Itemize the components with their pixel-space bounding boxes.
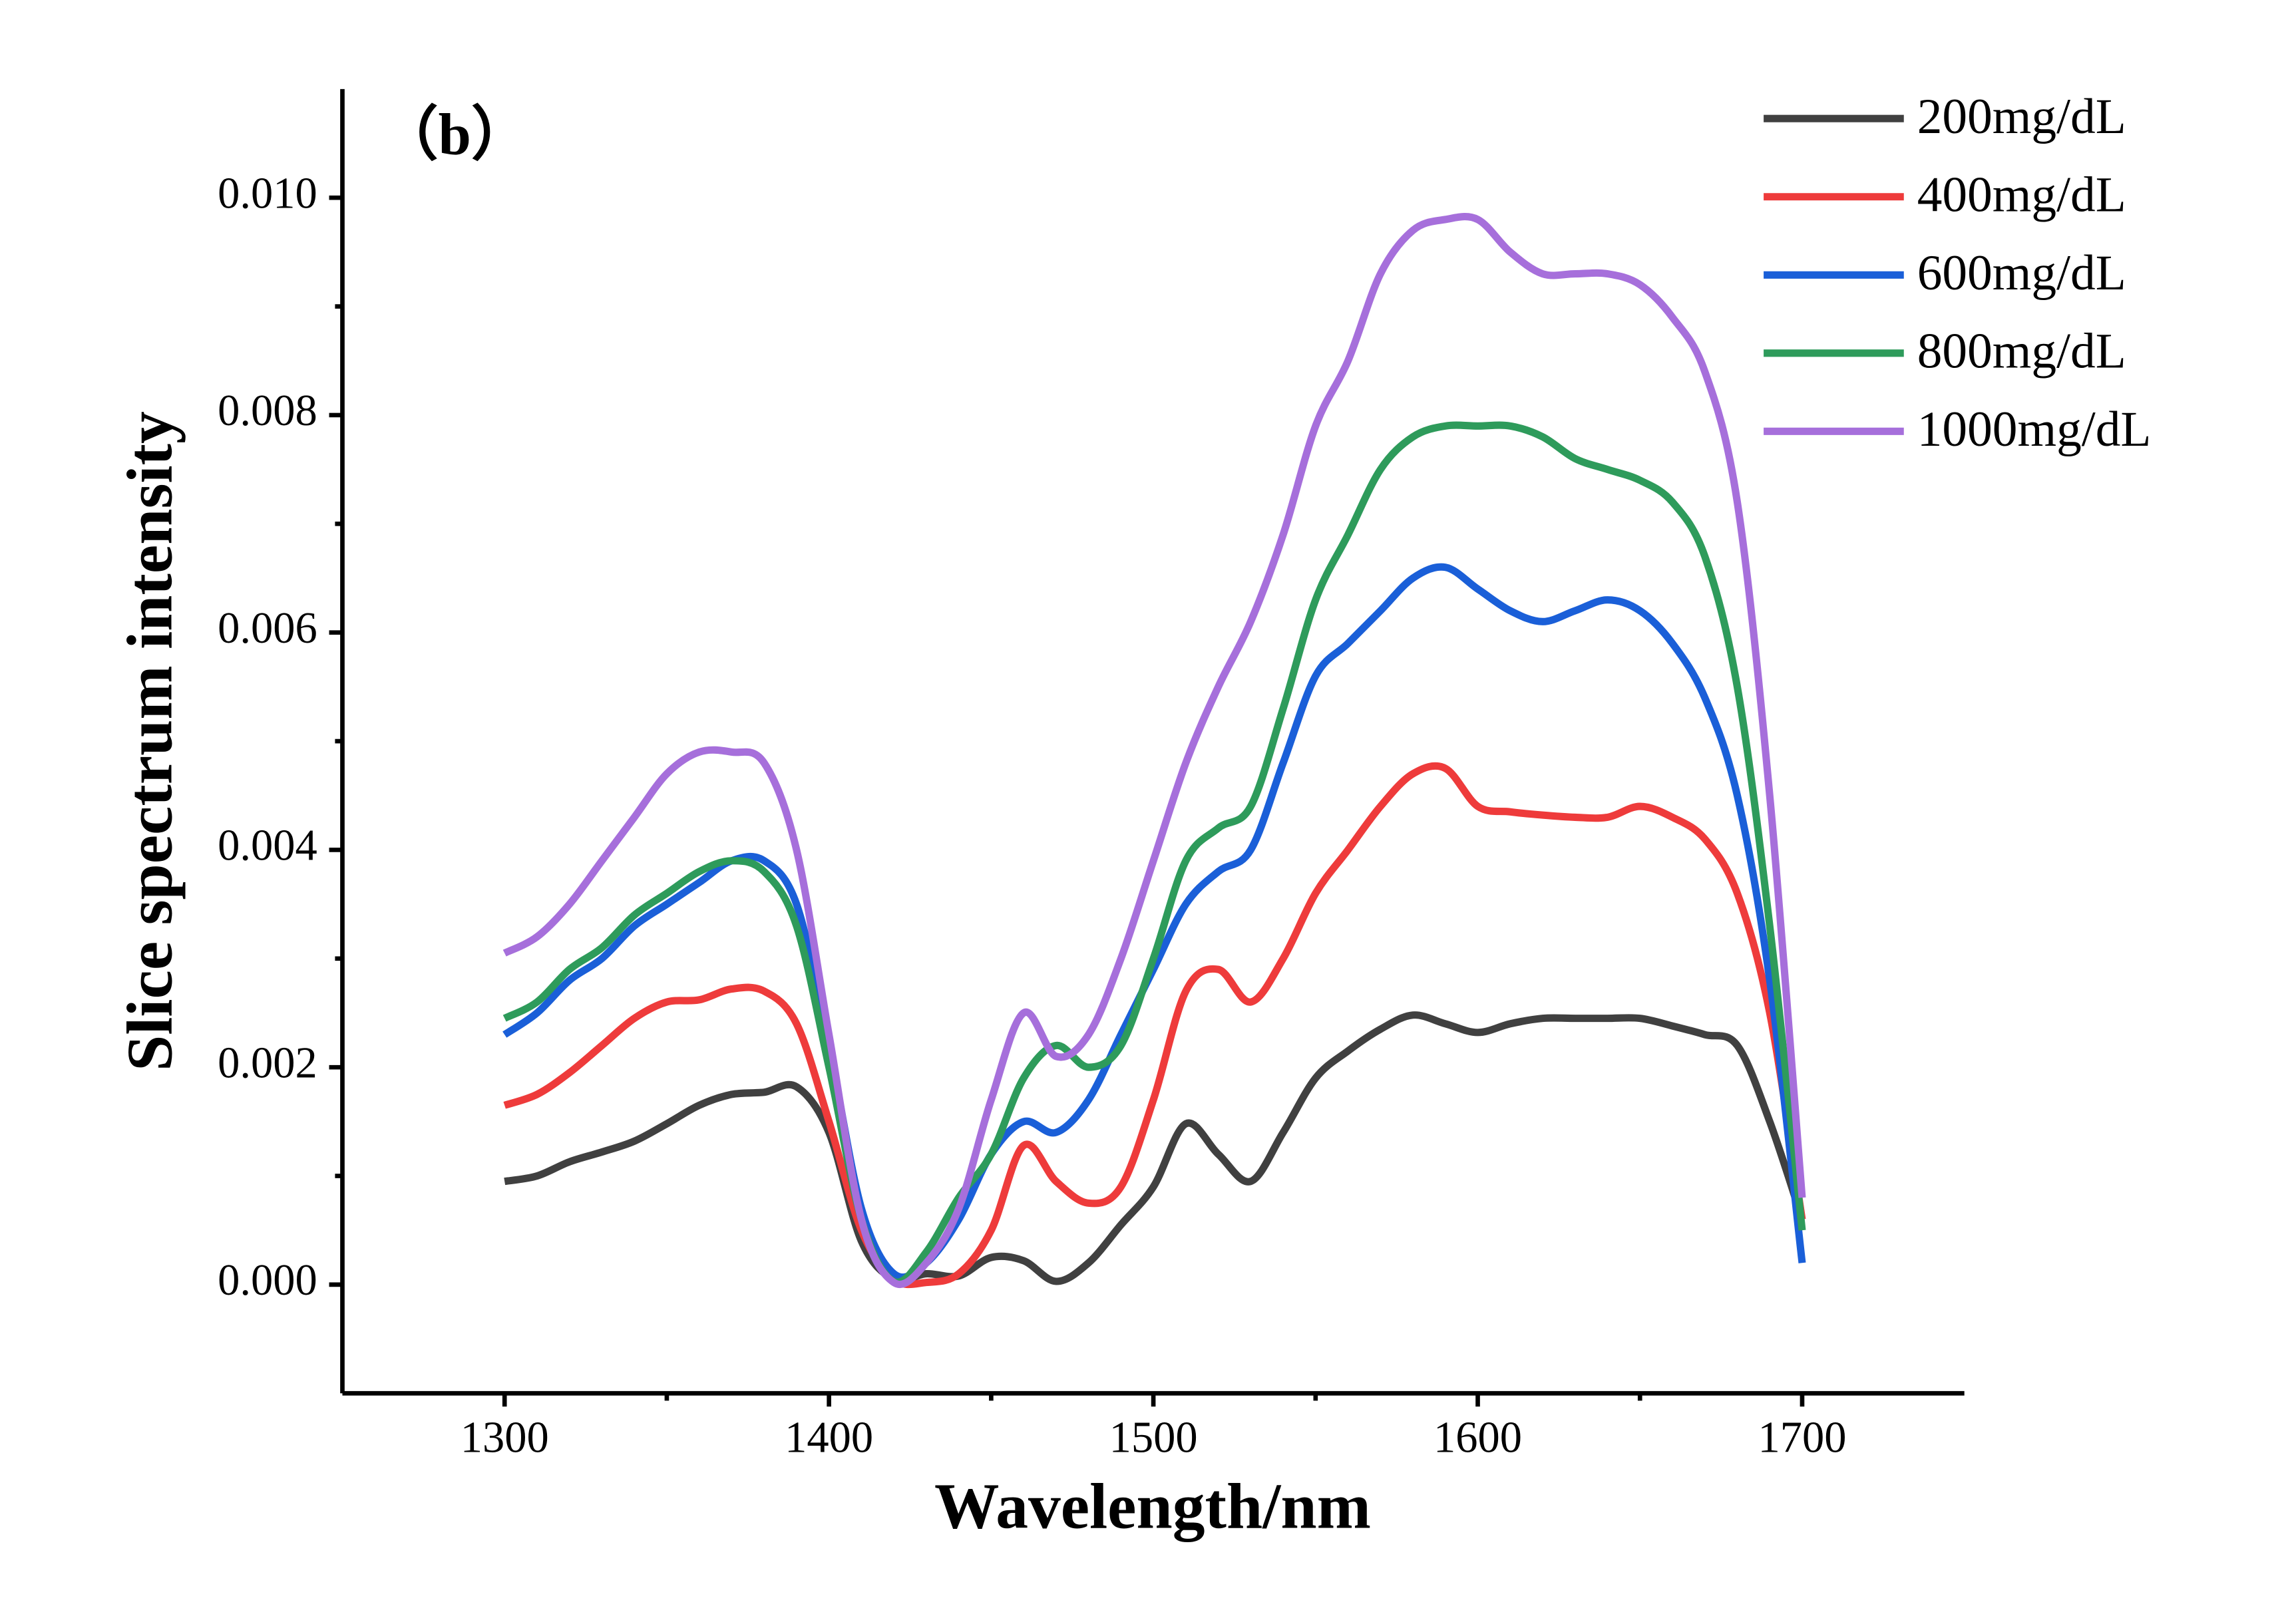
series-line [502,421,1806,1286]
y-tick-label: 0.008 [218,387,317,435]
y-tick-label: 0.006 [218,604,317,653]
series-line [502,563,1806,1281]
annotation: （b） [379,102,530,168]
x-tick-label: 1500 [1109,1414,1198,1462]
series-line [503,762,1806,1289]
legend-label: 1000mg/dL [1917,402,2152,457]
x-tick-label: 1400 [785,1414,873,1462]
series-line [504,1011,1806,1285]
legend-label: 600mg/dL [1917,245,2126,301]
x-axis-title: Wavelength/nm [934,1470,1371,1542]
x-tick-label: 1600 [1433,1414,1522,1462]
legend-label: 400mg/dL [1917,167,2126,222]
x-tick-label: 1700 [1758,1414,1846,1462]
y-tick-label: 0.002 [218,1039,317,1087]
y-tick-label: 0.004 [218,822,317,870]
y-tick-label: 0.010 [218,169,317,218]
x-tick-label: 1300 [461,1414,549,1462]
legend-label: 200mg/dL [1917,89,2126,144]
y-tick-label: 0.000 [218,1256,317,1305]
y-axis-title: Slice spectrum intensity [114,411,186,1071]
legend-label: 800mg/dL [1917,324,2126,379]
series-line [502,213,1806,1288]
